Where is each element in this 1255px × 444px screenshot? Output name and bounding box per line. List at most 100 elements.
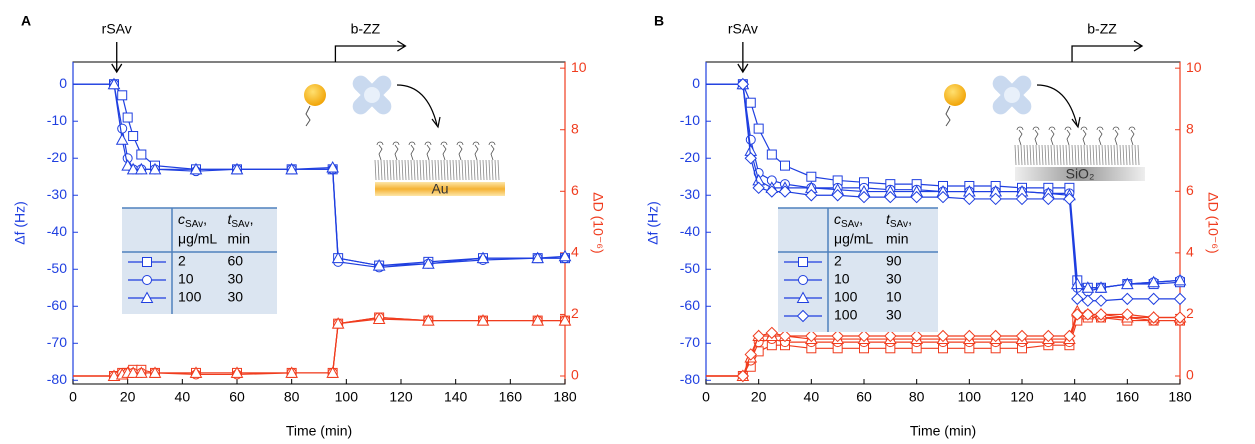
legend-c: 2 [178, 253, 186, 269]
illustration-biotin [1048, 126, 1056, 146]
illustration-chain [374, 159, 377, 181]
illustration-chain [413, 159, 416, 181]
legend-header-unit: min [886, 231, 909, 247]
annotation: rSAv [728, 21, 758, 37]
illustration-chain [443, 159, 446, 181]
legend-c: 100 [834, 289, 858, 305]
illustration-chain [1095, 144, 1098, 166]
marker-diamond [1071, 292, 1084, 306]
legend-header: cSAv, [178, 211, 207, 230]
marker-triangle [134, 162, 148, 175]
marker-triangle [148, 366, 162, 378]
illustration-chain [1131, 144, 1134, 166]
marker-square [128, 131, 139, 142]
illustration-chain [1098, 144, 1101, 166]
annotation-arrow [1071, 40, 1144, 62]
illustration-chain [1041, 144, 1044, 166]
y-tick-label: -40 [680, 223, 700, 239]
marker-triangle [421, 314, 435, 326]
x-tick-label: 80 [909, 389, 925, 405]
marker-circle [745, 134, 756, 145]
marker-diamond [805, 189, 818, 202]
illustration-chain [1074, 144, 1077, 166]
illustration-biotin [472, 141, 480, 161]
legend-t: 60 [228, 253, 244, 269]
marker-diamond [936, 190, 950, 204]
marker-diamond [1094, 294, 1108, 307]
series-line [73, 83, 566, 267]
illustration-chain [1017, 144, 1020, 166]
illustration-chain [461, 159, 464, 181]
illustration-chain [431, 159, 434, 181]
marker-triangle [476, 251, 490, 264]
y2-tick-label: 2 [571, 305, 579, 321]
x-tick-label: 140 [444, 389, 468, 405]
y2-tick-label: 4 [571, 244, 579, 260]
illustration-biotin [376, 141, 384, 161]
y2-tick-label: 0 [1186, 367, 1194, 383]
illustration-biotin [1096, 126, 1104, 146]
y-tick-label: -20 [680, 149, 700, 165]
illustration-substrate [1015, 167, 1145, 181]
y2-tick-label: 2 [1186, 305, 1194, 321]
illustration-chain [1128, 144, 1131, 166]
marker-triangle [230, 162, 244, 175]
legend-header-sub: SAv [231, 219, 249, 230]
y2-tick-label: 6 [571, 182, 579, 198]
illustration-chain [1014, 144, 1017, 166]
x-tick-label: 140 [1063, 389, 1087, 405]
marker-triangle [1147, 275, 1161, 288]
panel-label: B [654, 13, 664, 29]
illustration-arrowhead [1071, 116, 1081, 129]
legend-header-symbol: c [834, 211, 841, 227]
illustration-chain [1068, 144, 1071, 166]
illustration-chain [473, 159, 476, 181]
illustration-chain [1032, 144, 1035, 166]
x-tick-label: 40 [175, 389, 191, 405]
y-tick-label: -50 [680, 260, 700, 276]
illustration-biotin [1128, 126, 1136, 146]
x-tick-label: 180 [553, 389, 577, 405]
marker-triangle [126, 162, 140, 175]
x-axis-label: Time (min) [910, 423, 976, 439]
marker-diamond [831, 189, 844, 202]
legend-header-sub: SAv [185, 219, 203, 230]
illustration-chain [497, 159, 500, 181]
y2-tick-label: 8 [571, 120, 579, 136]
marker-square [806, 171, 817, 182]
marker-diamond [778, 185, 792, 198]
marker-diamond [910, 190, 923, 204]
marker-diamond [989, 329, 1002, 343]
y2-tick-label: 10 [571, 59, 587, 75]
y-tick-label: -30 [680, 186, 700, 202]
marker-diamond [884, 190, 897, 204]
marker-diamond [1147, 292, 1160, 306]
illustration-chain [1089, 144, 1092, 166]
y-tick-label: -50 [47, 260, 67, 276]
illustration-chain [383, 159, 386, 181]
illustration-protein [1004, 87, 1020, 103]
marker-diamond [1071, 308, 1084, 321]
legend-header-tail: , [250, 211, 254, 227]
illustration-chain [1062, 144, 1065, 166]
x-tick-label: 0 [702, 389, 710, 405]
marker-triangle [421, 257, 435, 269]
marker-diamond [765, 185, 779, 198]
marker-diamond [778, 329, 792, 343]
annotation: b-ZZ [1087, 21, 1117, 37]
x-tick-label: 160 [1116, 389, 1140, 405]
illustration-chain [464, 159, 467, 181]
illustration-chain [404, 159, 407, 181]
legend-marker [142, 275, 152, 285]
marker-square [780, 160, 790, 171]
illustration-chain [407, 159, 410, 181]
illustration-biotin [424, 141, 432, 161]
illustration-biotin [1064, 126, 1072, 146]
marker-diamond [1015, 192, 1029, 206]
marker-circle [117, 123, 128, 134]
x-tick-label: 20 [120, 389, 136, 405]
marker-diamond [1173, 292, 1187, 306]
marker-triangle [558, 249, 572, 262]
y-tick-label: -10 [47, 112, 67, 128]
series-line [73, 316, 565, 377]
